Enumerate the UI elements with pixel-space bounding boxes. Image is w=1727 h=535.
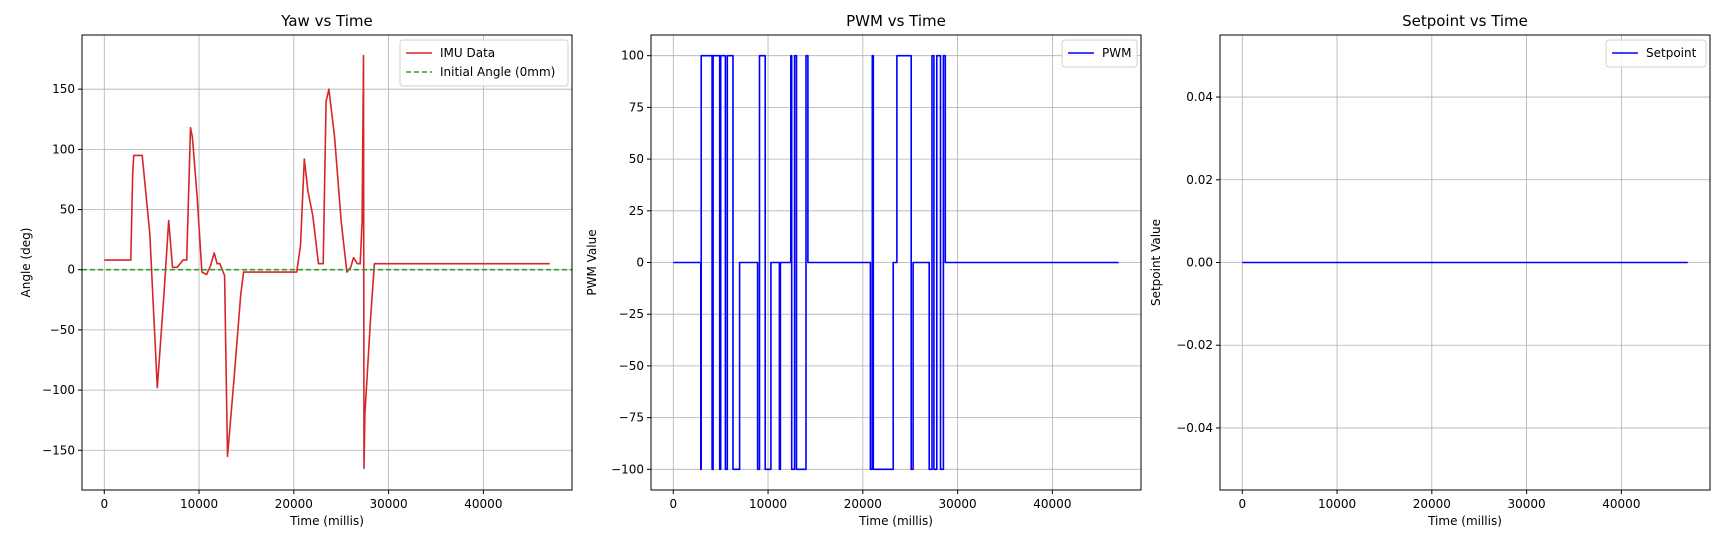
x-axis-label: Time (millis) <box>858 514 933 528</box>
y-tick-label: 100 <box>621 49 644 63</box>
legend: Setpoint <box>1605 39 1707 68</box>
y-tick-label: 0.00 <box>1186 256 1213 270</box>
legend-box <box>399 39 569 87</box>
chart-title: PWM vs Time <box>846 12 946 30</box>
legend-box <box>1061 39 1138 68</box>
y-tick-label: 0 <box>636 256 644 270</box>
y-tick-label: 75 <box>629 100 644 114</box>
x-tick-label: 10000 <box>180 497 218 511</box>
y-tick-label: −100 <box>42 383 75 397</box>
y-tick-label: −100 <box>611 462 644 476</box>
legend-label: Setpoint <box>1646 46 1697 60</box>
chart-title: Setpoint vs Time <box>1402 12 1528 30</box>
y-tick-label: 0.02 <box>1186 173 1213 187</box>
x-axis-label: Time (millis) <box>289 514 364 528</box>
chart-1: 0 10000 20000 30000 40000 −150 −100 −50 0 50 100 15… <box>19 12 573 528</box>
legend: PWM <box>1061 39 1138 68</box>
series-line-1 <box>104 54 550 470</box>
series-line-1 <box>673 54 1119 471</box>
y-axis-label: Angle (deg) <box>19 228 33 298</box>
legend-label: Initial Angle (0mm) <box>440 65 555 79</box>
legend: IMU Data Initial Angle (0mm) <box>399 39 569 87</box>
y-tick-label: 0 <box>67 263 75 277</box>
x-tick-label: 30000 <box>1508 497 1546 511</box>
y-tick-label: −50 <box>50 323 75 337</box>
y-axis-label: Setpoint Value <box>1149 219 1163 306</box>
series-group <box>673 54 1119 471</box>
y-tick-label: 50 <box>629 152 644 166</box>
x-tick-label: 10000 <box>749 497 787 511</box>
y-tick-label: −0.04 <box>1176 421 1213 435</box>
legend-box <box>1605 39 1707 68</box>
y-tick-label: 50 <box>60 203 75 217</box>
legend-label: PWM <box>1102 46 1131 60</box>
y-tick-label: −150 <box>42 443 75 457</box>
x-tick-label: 20000 <box>275 497 313 511</box>
x-tick-label: 30000 <box>939 497 977 511</box>
y-tick-label: 100 <box>52 142 75 156</box>
y-axis-label: PWM Value <box>585 229 599 295</box>
x-axis-label: Time (millis) <box>1427 514 1502 528</box>
series-group <box>82 54 572 470</box>
x-tick-label: 30000 <box>370 497 408 511</box>
x-tick-label: 40000 <box>1602 497 1640 511</box>
y-tick-label: −0.02 <box>1176 338 1213 352</box>
x-tick-label: 40000 <box>464 497 502 511</box>
y-tick-label: 0.04 <box>1186 90 1213 104</box>
plot-frame <box>81 34 573 491</box>
x-tick-label: 0 <box>100 497 108 511</box>
x-tick-label: 20000 <box>1413 497 1451 511</box>
y-tick-label: 150 <box>52 82 75 96</box>
chart-2: 0 10000 20000 30000 40000 −100 −75 −50 −25 0 25 50 7… <box>585 12 1142 528</box>
x-tick-label: 20000 <box>844 497 882 511</box>
y-tick-label: 25 <box>629 204 644 218</box>
y-tick-label: −25 <box>619 307 644 321</box>
x-tick-label: 0 <box>1238 497 1246 511</box>
x-tick-label: 10000 <box>1318 497 1356 511</box>
x-tick-label: 0 <box>669 497 677 511</box>
x-tick-label: 40000 <box>1033 497 1071 511</box>
y-tick-label: −50 <box>619 359 644 373</box>
y-tick-label: −75 <box>619 411 644 425</box>
legend-label: IMU Data <box>440 46 495 60</box>
chart-3: 0 10000 20000 30000 40000 −0.04 −0.02 0.00 0.02 0… <box>1149 12 1711 528</box>
chart-title: Yaw vs Time <box>280 12 373 30</box>
